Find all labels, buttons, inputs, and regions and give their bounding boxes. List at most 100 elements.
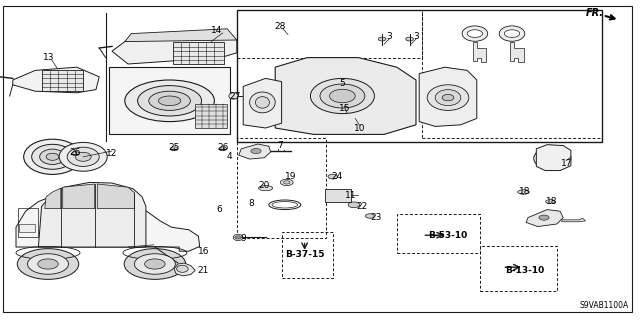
Polygon shape — [174, 263, 195, 276]
Polygon shape — [275, 58, 416, 134]
Ellipse shape — [233, 234, 243, 241]
Ellipse shape — [76, 152, 92, 161]
Ellipse shape — [534, 147, 571, 170]
Bar — [397, 214, 480, 253]
Bar — [237, 10, 602, 142]
Text: 3: 3 — [387, 32, 392, 41]
Circle shape — [467, 30, 483, 37]
Polygon shape — [510, 42, 524, 62]
Ellipse shape — [518, 190, 529, 194]
Polygon shape — [330, 117, 349, 130]
Bar — [173, 42, 224, 64]
Text: 14: 14 — [211, 26, 222, 35]
Text: 19: 19 — [285, 172, 296, 180]
Polygon shape — [16, 192, 200, 251]
Ellipse shape — [24, 139, 81, 174]
Ellipse shape — [40, 149, 65, 164]
Text: 6: 6 — [216, 205, 221, 214]
Text: B-13-10: B-13-10 — [505, 266, 545, 275]
Bar — [320, 106, 357, 123]
Bar — [19, 224, 35, 232]
Ellipse shape — [547, 155, 558, 162]
Text: 24: 24 — [332, 172, 343, 180]
Circle shape — [335, 120, 343, 124]
Text: S9VAB1100A: S9VAB1100A — [579, 301, 628, 310]
Text: 4: 4 — [227, 152, 232, 161]
Ellipse shape — [149, 91, 191, 110]
Ellipse shape — [280, 179, 293, 186]
Text: 13: 13 — [43, 53, 54, 62]
Text: 22: 22 — [356, 202, 367, 211]
Bar — [42, 70, 83, 91]
Text: 21: 21 — [198, 266, 209, 275]
Text: B-53-10: B-53-10 — [428, 231, 468, 240]
Ellipse shape — [540, 151, 564, 166]
Ellipse shape — [462, 26, 488, 41]
Bar — [237, 138, 326, 238]
Text: 28: 28 — [274, 22, 285, 31]
Ellipse shape — [499, 26, 525, 41]
Ellipse shape — [320, 84, 365, 108]
Circle shape — [134, 254, 175, 274]
Polygon shape — [473, 42, 486, 62]
Ellipse shape — [60, 142, 108, 171]
Bar — [480, 246, 557, 291]
Text: 12: 12 — [106, 149, 118, 158]
Ellipse shape — [32, 144, 73, 169]
Polygon shape — [526, 210, 563, 227]
Circle shape — [539, 215, 549, 220]
Text: 15: 15 — [339, 104, 350, 113]
Bar — [237, 10, 422, 58]
Ellipse shape — [138, 86, 202, 116]
Text: 20: 20 — [259, 181, 270, 190]
Circle shape — [504, 30, 520, 37]
Circle shape — [28, 254, 68, 274]
Text: 11: 11 — [345, 191, 356, 200]
Polygon shape — [536, 145, 571, 171]
Text: 18: 18 — [519, 188, 531, 196]
Ellipse shape — [428, 85, 468, 110]
Ellipse shape — [310, 78, 374, 114]
Polygon shape — [13, 67, 99, 93]
Polygon shape — [239, 144, 271, 159]
Bar — [422, 10, 602, 138]
Ellipse shape — [406, 37, 413, 41]
Bar — [18, 208, 38, 237]
Text: FR.: FR. — [586, 8, 604, 19]
Ellipse shape — [365, 214, 374, 218]
Circle shape — [145, 259, 165, 269]
Ellipse shape — [177, 265, 188, 272]
Text: B-37-15: B-37-15 — [285, 250, 324, 259]
Ellipse shape — [284, 181, 290, 184]
Ellipse shape — [330, 89, 355, 103]
Ellipse shape — [170, 147, 178, 151]
Polygon shape — [109, 67, 230, 134]
Text: 23: 23 — [371, 213, 382, 222]
Ellipse shape — [125, 80, 214, 122]
Polygon shape — [38, 182, 146, 247]
Text: 3: 3 — [413, 32, 419, 41]
Ellipse shape — [250, 92, 275, 113]
Ellipse shape — [328, 174, 338, 179]
Text: 25: 25 — [168, 143, 180, 152]
Circle shape — [251, 148, 261, 154]
Ellipse shape — [229, 93, 239, 99]
Polygon shape — [243, 78, 282, 128]
Ellipse shape — [435, 90, 461, 106]
Ellipse shape — [545, 200, 555, 204]
Ellipse shape — [442, 94, 454, 101]
Polygon shape — [97, 184, 134, 209]
Bar — [282, 232, 333, 278]
Ellipse shape — [159, 96, 181, 106]
Circle shape — [38, 259, 58, 269]
Ellipse shape — [72, 152, 79, 156]
Text: 26: 26 — [70, 148, 81, 156]
Ellipse shape — [348, 202, 360, 208]
Ellipse shape — [46, 153, 59, 160]
Polygon shape — [419, 67, 477, 126]
Text: 26: 26 — [217, 143, 228, 152]
Ellipse shape — [67, 147, 99, 166]
Text: 27: 27 — [229, 92, 241, 100]
Text: 7: 7 — [278, 141, 283, 150]
Polygon shape — [112, 34, 237, 64]
